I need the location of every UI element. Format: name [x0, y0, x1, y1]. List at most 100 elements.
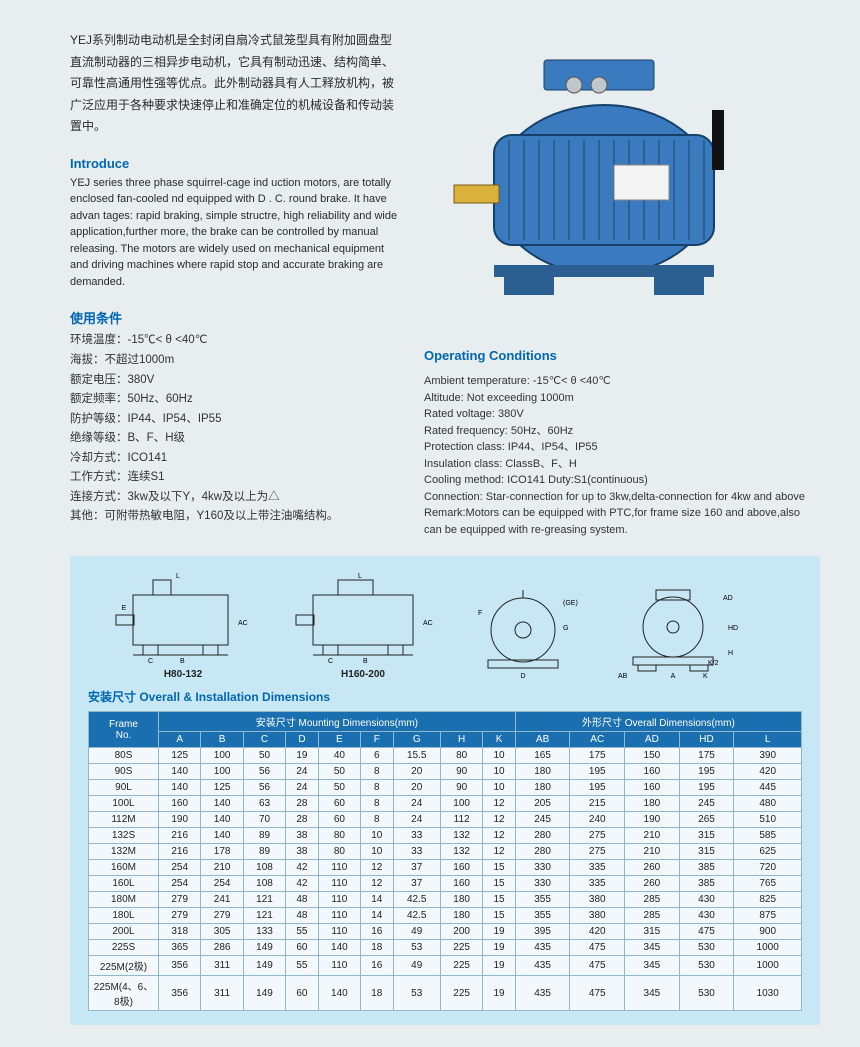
table-row: 112M19014070286082411212245240190265510	[89, 812, 802, 828]
cell-frame: 132M	[89, 844, 159, 860]
usage-line: 绝缘等级：B、F、H级	[70, 429, 400, 449]
cell-value: 245	[679, 796, 734, 812]
cell-frame: 180M	[89, 892, 159, 908]
op-line: Ambient temperature: -15℃< θ <40℃	[424, 373, 820, 390]
svg-text:AB: AB	[618, 673, 628, 680]
cell-frame: 180L	[89, 908, 159, 924]
cell-value: 215	[570, 796, 625, 812]
table-body: 80S125100501940615.580101651751501753909…	[89, 748, 802, 1011]
cell-value: 200	[440, 924, 482, 940]
cell-value: 49	[393, 924, 440, 940]
cell-value: 275	[570, 844, 625, 860]
cell-value: 53	[393, 976, 440, 1011]
svg-text:H: H	[728, 650, 733, 657]
cell-value: 108	[243, 860, 285, 876]
cell-value: 190	[159, 812, 201, 828]
cell-value: 19	[483, 940, 515, 956]
cell-value: 279	[201, 908, 243, 924]
cell-value: 110	[318, 876, 360, 892]
cell-value: 125	[201, 780, 243, 796]
cell-value: 15.5	[393, 748, 440, 764]
cell-value: 19	[483, 976, 515, 1011]
cell-value: 875	[734, 908, 802, 924]
cell-value: 63	[243, 796, 285, 812]
table-row: 132M216178893880103313212280275210315625	[89, 844, 802, 860]
diagram-4: A AD HD H K/2 AB K	[608, 585, 748, 680]
cell-value: 80	[318, 828, 360, 844]
cell-value: 37	[393, 876, 440, 892]
th-col: D	[286, 732, 318, 748]
th-overall-group: 外形尺寸 Overall Dimensions(mm)	[515, 712, 801, 732]
cell-value: 180	[625, 796, 680, 812]
cell-value: 6	[361, 748, 393, 764]
cell-value: 49	[393, 956, 440, 976]
cell-value: 50	[318, 764, 360, 780]
cell-value: 12	[483, 796, 515, 812]
cell-value: 280	[515, 828, 570, 844]
cell-value: 160	[159, 796, 201, 812]
cell-value: 8	[361, 764, 393, 780]
usage-line: 防护等级：IP44、IP54、IP55	[70, 410, 400, 430]
op-line: Rated frequency: 50Hz、60Hz	[424, 423, 820, 440]
right-column: Operating Conditions Ambient temperature…	[424, 30, 820, 538]
cell-value: 475	[570, 956, 625, 976]
svg-text:L: L	[358, 573, 362, 580]
cell-value: 305	[201, 924, 243, 940]
cell-value: 195	[679, 764, 734, 780]
cell-value: 112	[440, 812, 482, 828]
table-row: 200L318305133551101649200193954203154759…	[89, 924, 802, 940]
cell-value: 89	[243, 844, 285, 860]
th-frame: Frame No.	[89, 712, 159, 748]
cell-value: 60	[286, 976, 318, 1011]
cell-value: 315	[679, 844, 734, 860]
cell-value: 279	[159, 892, 201, 908]
cell-value: 216	[159, 828, 201, 844]
cell-value: 390	[734, 748, 802, 764]
cell-value: 280	[515, 844, 570, 860]
cell-frame: 100L	[89, 796, 159, 812]
cell-value: 435	[515, 940, 570, 956]
cell-value: 16	[361, 956, 393, 976]
usage-line: 额定频率：50Hz、60Hz	[70, 390, 400, 410]
op-line: Insulation class: ClassB、F、H	[424, 456, 820, 473]
cell-value: 28	[286, 812, 318, 828]
cell-value: 260	[625, 860, 680, 876]
cell-value: 8	[361, 780, 393, 796]
cell-value: 530	[679, 976, 734, 1011]
cell-value: 125	[159, 748, 201, 764]
cell-value: 10	[483, 748, 515, 764]
cell-value: 445	[734, 780, 802, 796]
cell-value: 356	[159, 956, 201, 976]
svg-text:E: E	[122, 605, 127, 612]
cell-value: 240	[570, 812, 625, 828]
cell-value: 530	[679, 956, 734, 976]
cell-value: 330	[515, 860, 570, 876]
usage-line: 额定电压：380V	[70, 371, 400, 391]
diagram-row: L E C B AC H80-132 L AC	[88, 570, 802, 680]
svg-text:B: B	[363, 658, 368, 665]
cell-value: 205	[515, 796, 570, 812]
intro-chinese: YEJ系列制动电动机是全封闭自扇冷式鼠笼型具有附加圆盘型直流制动器的三相异步电动…	[70, 30, 400, 138]
table-row: 180L279279121481101442.51801535538028543…	[89, 908, 802, 924]
cell-value: 260	[625, 876, 680, 892]
cell-value: 110	[318, 860, 360, 876]
cell-value: 56	[243, 764, 285, 780]
cell-value: 15	[483, 892, 515, 908]
cell-value: 55	[286, 924, 318, 940]
table-row: 90L1401255624508209010180195160195445	[89, 780, 802, 796]
table-row: 225M(4、6、8极)3563111496014018532251943547…	[89, 976, 802, 1011]
cell-frame: 225S	[89, 940, 159, 956]
cell-value: 56	[243, 780, 285, 796]
cell-value: 14	[361, 892, 393, 908]
cell-value: 24	[286, 764, 318, 780]
cell-value: 12	[361, 860, 393, 876]
cell-value: 510	[734, 812, 802, 828]
cell-frame: 225M(2极)	[89, 956, 159, 976]
svg-text:A: A	[671, 673, 676, 680]
cell-value: 315	[679, 828, 734, 844]
cell-value: 80	[318, 844, 360, 860]
th-col: A	[159, 732, 201, 748]
cell-value: 365	[159, 940, 201, 956]
diagram-2: L AC C B H160-200	[288, 570, 438, 680]
diagram-panel: L E C B AC H80-132 L AC	[70, 556, 820, 1025]
